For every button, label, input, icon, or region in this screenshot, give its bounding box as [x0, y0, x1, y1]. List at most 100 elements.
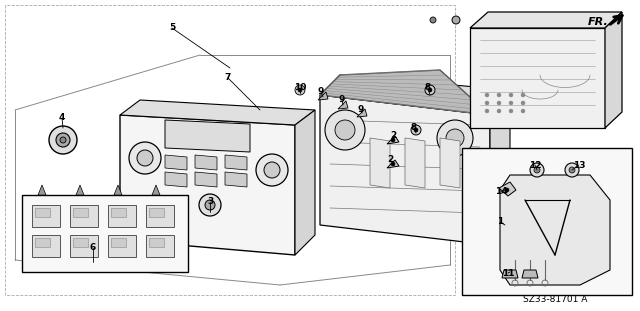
Circle shape	[56, 133, 70, 147]
Circle shape	[205, 200, 215, 210]
Circle shape	[264, 162, 280, 178]
Polygon shape	[152, 185, 160, 195]
Text: 7: 7	[225, 73, 231, 82]
Polygon shape	[146, 205, 174, 227]
Text: 6: 6	[90, 244, 96, 253]
Circle shape	[335, 120, 355, 140]
Polygon shape	[490, 90, 510, 245]
Polygon shape	[73, 208, 88, 217]
Text: 9: 9	[339, 95, 345, 104]
Circle shape	[509, 101, 513, 105]
Circle shape	[521, 101, 525, 105]
Polygon shape	[35, 208, 50, 217]
Polygon shape	[111, 238, 126, 247]
Polygon shape	[22, 195, 188, 272]
Polygon shape	[440, 138, 460, 188]
Circle shape	[411, 125, 421, 135]
Polygon shape	[470, 12, 622, 28]
Text: 2: 2	[387, 156, 393, 165]
Circle shape	[509, 109, 513, 113]
Polygon shape	[318, 92, 328, 100]
Circle shape	[505, 188, 509, 192]
Polygon shape	[32, 205, 60, 227]
Text: 5: 5	[169, 24, 175, 33]
Circle shape	[430, 17, 436, 23]
Polygon shape	[165, 155, 187, 170]
Text: SZ33-81701 A: SZ33-81701 A	[523, 295, 587, 304]
Text: 11: 11	[502, 268, 515, 277]
Text: FR.: FR.	[588, 17, 609, 27]
Circle shape	[485, 93, 489, 97]
Circle shape	[437, 120, 473, 156]
Polygon shape	[149, 238, 164, 247]
Polygon shape	[120, 115, 295, 255]
Text: 9: 9	[318, 87, 324, 96]
Polygon shape	[338, 101, 348, 109]
Circle shape	[521, 109, 525, 113]
Circle shape	[295, 85, 305, 95]
Polygon shape	[195, 172, 217, 187]
Circle shape	[298, 88, 302, 92]
Polygon shape	[522, 270, 538, 278]
Polygon shape	[470, 28, 605, 128]
Circle shape	[521, 93, 525, 97]
Polygon shape	[405, 138, 425, 188]
Polygon shape	[387, 136, 399, 144]
Circle shape	[565, 163, 579, 177]
Polygon shape	[499, 182, 516, 196]
Polygon shape	[114, 185, 122, 195]
Circle shape	[569, 167, 575, 173]
Text: 14: 14	[495, 188, 508, 197]
Polygon shape	[108, 235, 136, 257]
Circle shape	[497, 101, 501, 105]
Polygon shape	[225, 172, 247, 187]
Circle shape	[256, 154, 288, 186]
Text: 8: 8	[411, 123, 417, 132]
Circle shape	[485, 101, 489, 105]
Circle shape	[530, 163, 544, 177]
Text: 4: 4	[59, 114, 65, 123]
Circle shape	[485, 109, 489, 113]
Polygon shape	[146, 235, 174, 257]
Circle shape	[60, 137, 66, 143]
Polygon shape	[120, 100, 315, 125]
Polygon shape	[73, 238, 88, 247]
Polygon shape	[320, 95, 490, 245]
Polygon shape	[70, 235, 98, 257]
Polygon shape	[70, 205, 98, 227]
Circle shape	[325, 110, 365, 150]
Circle shape	[49, 126, 77, 154]
Polygon shape	[500, 175, 610, 285]
Polygon shape	[165, 120, 250, 152]
Text: 12: 12	[529, 160, 541, 169]
Polygon shape	[165, 172, 187, 187]
Polygon shape	[357, 109, 367, 117]
Polygon shape	[370, 138, 390, 188]
Circle shape	[446, 129, 464, 147]
Polygon shape	[295, 110, 315, 255]
Circle shape	[425, 85, 435, 95]
Polygon shape	[502, 270, 518, 278]
Circle shape	[137, 150, 153, 166]
Polygon shape	[320, 70, 490, 115]
Polygon shape	[38, 185, 46, 195]
Text: 8: 8	[425, 83, 431, 92]
Polygon shape	[149, 208, 164, 217]
Circle shape	[129, 142, 161, 174]
Circle shape	[428, 88, 432, 92]
Polygon shape	[108, 205, 136, 227]
Text: 9: 9	[358, 105, 364, 114]
Text: 2: 2	[390, 132, 396, 141]
Circle shape	[534, 167, 540, 173]
Circle shape	[497, 109, 501, 113]
Circle shape	[509, 93, 513, 97]
Polygon shape	[605, 12, 622, 128]
Text: 10: 10	[294, 83, 306, 92]
Circle shape	[452, 16, 460, 24]
Circle shape	[391, 138, 395, 142]
Polygon shape	[195, 155, 217, 170]
Text: 13: 13	[573, 160, 585, 169]
Polygon shape	[76, 185, 84, 195]
Circle shape	[497, 93, 501, 97]
Polygon shape	[35, 238, 50, 247]
